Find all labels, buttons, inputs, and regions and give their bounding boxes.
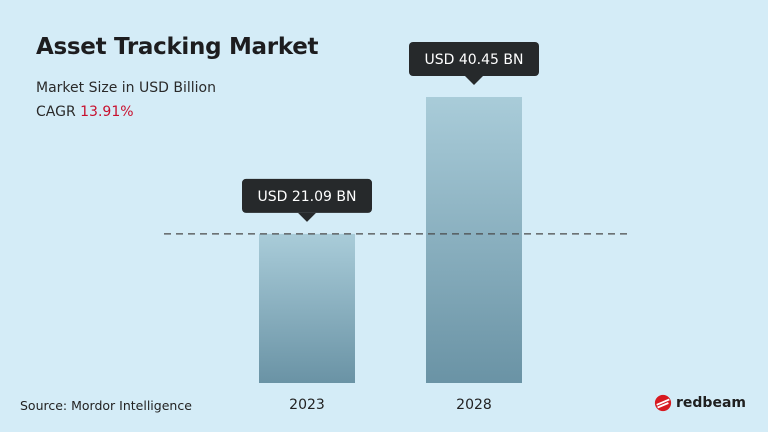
data-label: USD 21.09 BN [258,189,357,205]
x-tick-label: 2023 [289,397,325,413]
brand-logo: redbeam [654,394,746,412]
cagr-label: CAGR [36,104,76,120]
data-label-tooltip: USD 40.45 BN [409,42,539,85]
chart-title: Asset Tracking Market [36,34,319,60]
redbeam-logo-icon [654,394,672,412]
tooltip-pointer [298,212,316,222]
cagr-value: 13.91% [80,104,134,120]
tooltip-box [242,178,372,213]
data-label-tooltip: USD 21.09 BN [242,178,372,222]
chart-subtitle: Market Size in USD Billion [36,80,216,96]
source-note: Source: Mordor Intelligence [20,398,192,413]
cagr-line: CAGR 13.91% [36,104,134,120]
bar-2023 [259,233,355,383]
data-label: USD 40.45 BN [425,52,524,68]
bar-2028 [426,97,522,383]
tooltip-box [409,42,539,76]
x-tick-label: 2028 [456,397,492,413]
tooltip-pointer [465,76,483,85]
brand-name: redbeam [676,395,746,411]
